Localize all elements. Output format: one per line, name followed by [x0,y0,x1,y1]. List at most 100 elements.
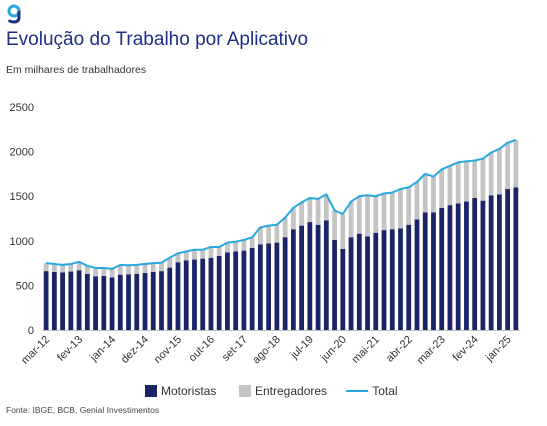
bar-entregadores [497,148,502,195]
bar-entregadores [406,187,412,225]
bar-motoristas [274,242,280,330]
bar-motoristas [282,237,288,330]
x-tick-label: dez-14 [119,334,151,366]
bar-entregadores [200,249,206,259]
x-tick-label: jan-25 [483,334,514,365]
bar-entregadores [299,202,304,226]
bar-motoristas [101,276,107,330]
bar-entregadores [439,169,445,208]
bar-entregadores [192,249,197,260]
x-tick-label: abr-22 [384,334,415,365]
bar-motoristas [356,233,362,330]
bar-motoristas [340,248,346,330]
bar-motoristas [431,212,436,330]
bar-entregadores [93,268,98,277]
x-tick-label: jul-19 [288,334,316,362]
bar-entregadores [332,210,337,240]
bar-entregadores [422,173,428,213]
bar-motoristas [192,259,197,330]
bar-entregadores [381,193,387,231]
y-tick-label: 1500 [10,191,34,203]
bar-entregadores [431,176,436,213]
bar-motoristas [200,258,206,330]
bar-motoristas [447,205,453,330]
bar-motoristas [68,271,74,330]
bar-motoristas [208,257,214,330]
x-tick-label: mar-23 [415,334,448,367]
bar-motoristas [373,232,379,330]
bar-motoristas [381,230,387,330]
legend-swatch [239,385,251,397]
bar-motoristas [150,272,156,330]
bar-motoristas [183,260,189,330]
bar-motoristas [159,271,164,330]
bar-entregadores [208,247,214,258]
bar-entregadores [249,237,255,248]
bar-entregadores [488,152,494,196]
x-tick-label: out-16 [187,334,218,365]
bar-motoristas [323,220,329,330]
chart-subtitle: Em milhares de trabalhadores [6,64,147,76]
bar-motoristas [266,243,272,330]
bar-motoristas [406,224,412,330]
bar-motoristas [167,267,173,330]
bar-motoristas [117,274,123,330]
bar-entregadores [464,161,469,202]
x-tick-label: mar-12 [19,334,52,367]
bar-entregadores [365,195,370,237]
x-tick-label: jun-20 [318,334,349,365]
bar-entregadores [183,251,189,261]
bar-entregadores [356,196,362,234]
bar-entregadores [398,189,403,229]
bar-entregadores [307,197,313,223]
bar-motoristas [472,197,478,330]
bar-entregadores [134,264,140,274]
bar-motoristas [414,219,420,330]
bar-motoristas [241,250,247,330]
bar-motoristas [84,273,90,330]
bar-entregadores [414,181,420,220]
x-tick-label: fev-24 [451,334,481,364]
bar-entregadores [233,241,239,252]
x-tick-label: set-17 [220,334,250,364]
bars [42,140,520,331]
legend-label: Total [372,384,397,398]
legend: Motoristas Entregadores Total [145,384,398,398]
bar-entregadores [167,257,173,268]
page-title: Evolução do Trabalho por Aplicativo [6,29,309,50]
bar-motoristas [455,203,461,330]
bar-entregadores [373,196,379,233]
bar-entregadores [43,263,49,272]
bar-entregadores [241,239,247,251]
x-tick-label: jan-14 [87,334,118,365]
bar-motoristas [216,255,222,330]
bar-entregadores [323,194,329,221]
bar-motoristas [109,277,115,330]
y-tick-label: 2500 [10,102,34,114]
bar-entregadores [282,217,288,238]
bar-entregadores [274,224,280,243]
y-tick-label: 2000 [10,147,34,159]
bar-motoristas [249,247,255,330]
x-tick-label: ago-18 [250,334,283,367]
bar-motoristas [225,252,230,330]
bar-entregadores [126,265,131,275]
bar-motoristas [290,229,296,330]
bar-motoristas [389,229,395,330]
bar-motoristas [332,239,337,330]
legend-swatch [145,385,157,397]
bar-motoristas [299,225,304,330]
bar-motoristas [51,272,57,330]
bar-motoristas [422,212,428,330]
bar-motoristas [60,272,65,330]
bar-entregadores [447,165,453,206]
bar-motoristas [365,236,370,330]
legend-label: Motoristas [161,384,216,398]
bar-motoristas [43,271,49,330]
bar-entregadores [505,142,511,190]
bar-motoristas [175,262,181,330]
legend-label: Entregadores [255,384,327,398]
x-tick-label: fev-13 [55,334,85,364]
bar-entregadores [348,201,354,238]
